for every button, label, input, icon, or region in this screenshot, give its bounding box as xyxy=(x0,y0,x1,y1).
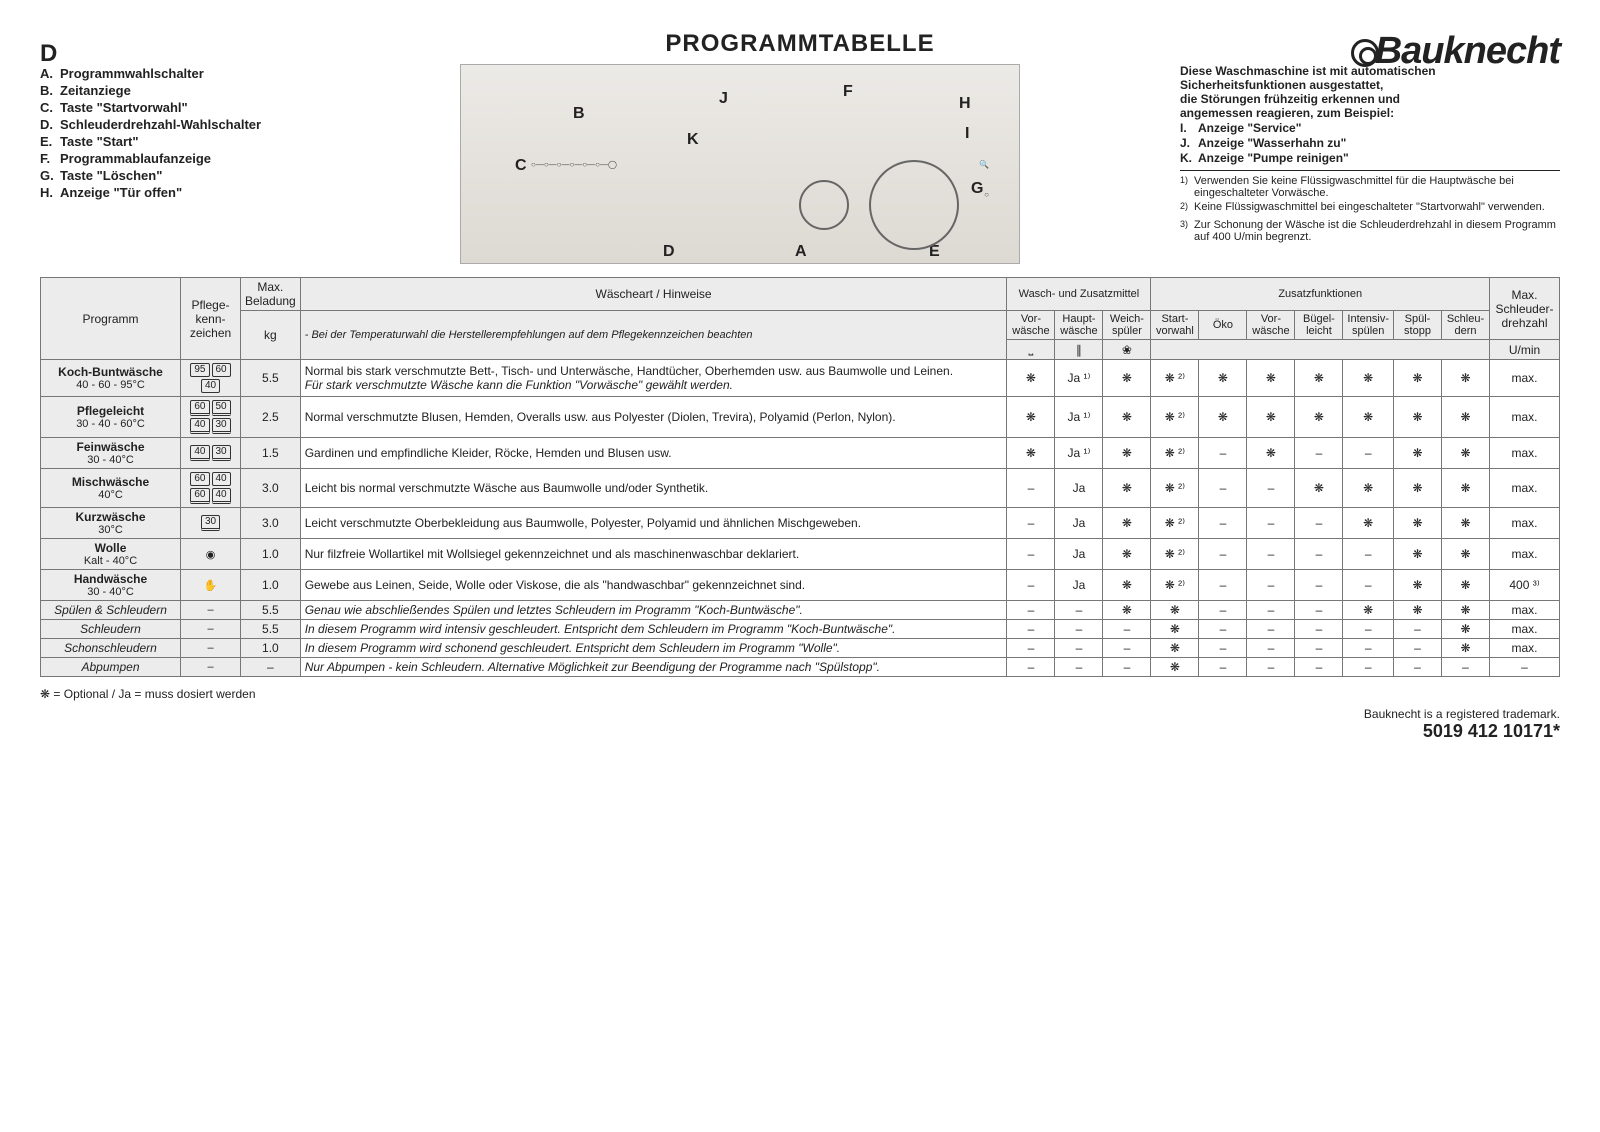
footnote: 2)Keine Flüssigwaschmittel bei eingescha… xyxy=(1180,201,1560,217)
marker-I: I xyxy=(965,125,969,143)
table-row: Pflegeleicht30 - 40 - 60°C605040302.5Nor… xyxy=(41,397,1560,438)
table-row: Kurzwäsche30°C303.0Leicht verschmutzte O… xyxy=(41,508,1560,539)
footnote: 3)Zur Schonung der Wäsche ist die Schleu… xyxy=(1180,219,1560,243)
table-row: Schleudern–5.5In diesem Programm wird in… xyxy=(41,620,1560,639)
legend-item: H.Anzeige "Tür offen" xyxy=(40,185,300,200)
table-row: WolleKalt - 40°C◉1.0Nur filzfreie Wollar… xyxy=(41,539,1560,570)
marker-K: K xyxy=(687,131,699,149)
table-row: Schonschleudern–1.0In diesem Programm wi… xyxy=(41,639,1560,658)
table-footnote: ❋ = Optional / Ja = muss dosiert werden xyxy=(40,687,1560,701)
info-item: I.Anzeige "Service" xyxy=(1180,121,1560,135)
document-number: 5019 412 10171* xyxy=(40,721,1560,742)
language-mark: D xyxy=(40,40,57,68)
table-row: Handwäsche30 - 40°C✋1.0Gewebe aus Leinen… xyxy=(41,570,1560,601)
page-title: PROGRAMMTABELLE xyxy=(40,30,1560,58)
brand-text: Bauknecht xyxy=(1375,30,1560,72)
marker-D: D xyxy=(663,243,675,261)
table-row: Spülen & Schleudern–5.5Genau wie abschli… xyxy=(41,601,1560,620)
legend-item: C.Taste "Startvorwahl" xyxy=(40,100,300,115)
table-row: Feinwäsche30 - 40°C40301.5Gardinen und e… xyxy=(41,438,1560,469)
info-item: J.Anzeige "Wasserhahn zu" xyxy=(1180,136,1560,150)
legend-item: E.Taste "Start" xyxy=(40,134,300,149)
legend-item: A.Programmwahlschalter xyxy=(40,66,300,81)
marker-C: C xyxy=(515,157,527,175)
legend-item: B.Zeitanziege xyxy=(40,83,300,98)
info-column: Diese Waschmaschine ist mit automatische… xyxy=(1180,64,1560,245)
footnotes: 1)Verwenden Sie keine Flüssigwaschmittel… xyxy=(1180,175,1560,243)
info-item: K.Anzeige "Pumpe reinigen" xyxy=(1180,151,1560,165)
marker-B: B xyxy=(573,105,585,123)
control-panel-illustration: C B J K F H I G E A D ○—○—○—○—○—○—◯ 🔍 ○ xyxy=(460,64,1020,264)
legend-list: A.Programmwahlschalter B.Zeitanziege C.Tas… xyxy=(40,64,300,202)
legend-item: F.Programmablaufanzeige xyxy=(40,151,300,166)
table-row: Koch-Buntwäsche40 - 60 - 95°C9560405.5No… xyxy=(41,360,1560,397)
program-table: ProgrammPflege-kenn-zeichenMax.BeladungW… xyxy=(40,277,1560,677)
legend-item: D.Schleuderdrehzahl-Wahlschalter xyxy=(40,117,300,132)
table-row: Abpumpen––Nur Abpumpen - kein Schleudern… xyxy=(41,658,1560,677)
marker-G: G xyxy=(971,180,983,198)
marker-F: F xyxy=(843,83,853,101)
brand-logo: Bauknecht xyxy=(1351,30,1560,73)
legend-item: G.Taste "Löschen" xyxy=(40,168,300,183)
footnote: 1)Verwenden Sie keine Flüssigwaschmittel… xyxy=(1180,175,1560,199)
table-row: Mischwäsche40°C604060403.0Leicht bis nor… xyxy=(41,469,1560,508)
marker-J: J xyxy=(719,90,728,108)
marker-H: H xyxy=(959,95,971,113)
marker-A: A xyxy=(795,243,807,261)
trademark-note: Bauknecht is a registered trademark. xyxy=(40,707,1560,721)
